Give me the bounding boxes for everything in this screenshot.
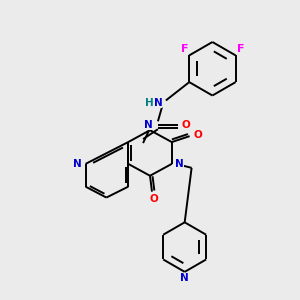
Text: N: N bbox=[175, 159, 184, 169]
Text: N: N bbox=[73, 159, 82, 169]
Text: N: N bbox=[154, 98, 162, 108]
Text: H: H bbox=[145, 98, 153, 108]
Text: N: N bbox=[180, 273, 189, 283]
Text: O: O bbox=[150, 194, 158, 203]
Text: N: N bbox=[144, 120, 152, 130]
Text: O: O bbox=[193, 130, 202, 140]
Text: F: F bbox=[237, 44, 244, 54]
Text: F: F bbox=[181, 44, 188, 54]
Text: O: O bbox=[181, 120, 190, 130]
